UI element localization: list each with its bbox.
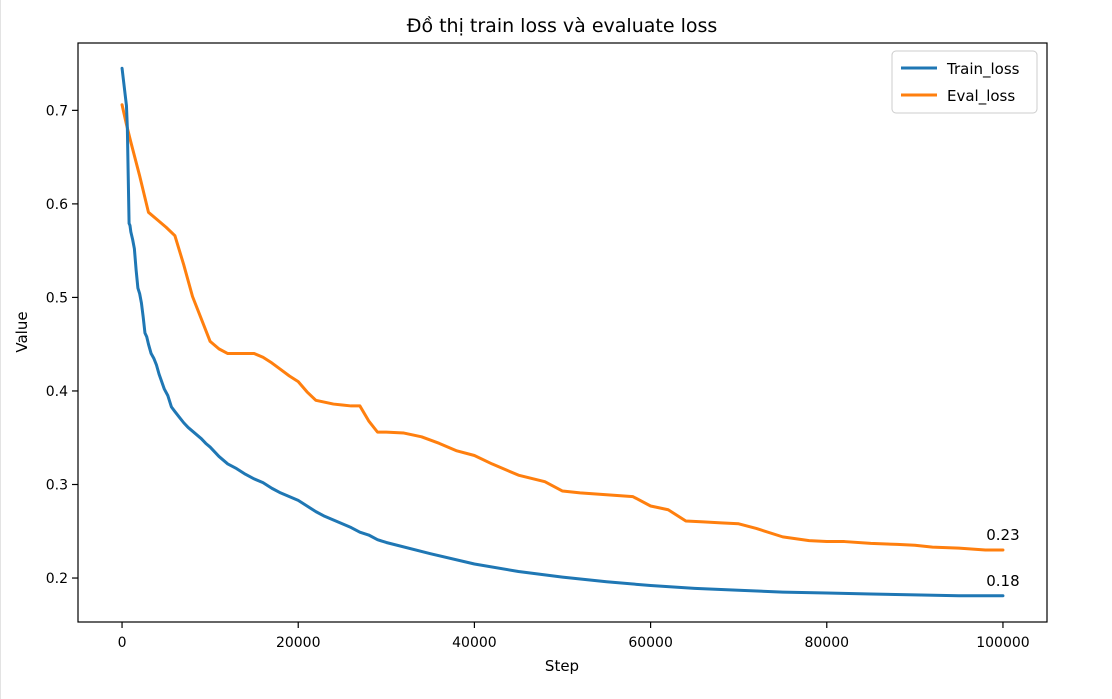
y-tick-label: 0.4	[46, 384, 68, 400]
y-axis-label: Value	[13, 311, 31, 352]
x-axis-label: Step	[545, 657, 579, 675]
y-tick-label: 0.5	[46, 290, 68, 306]
legend-label-eval-loss: Eval_loss	[947, 87, 1015, 106]
series-line-train-loss	[120, 66, 1005, 598]
y-tick-label: 0.2	[46, 571, 68, 587]
series-line-eval-loss	[120, 103, 1005, 552]
x-tick-label: 40000	[452, 635, 497, 651]
x-tick-label: 100000	[976, 635, 1029, 651]
end-value-label: 0.23	[986, 526, 1019, 544]
y-tick-label: 0.7	[46, 103, 68, 119]
x-tick-label: 20000	[276, 635, 321, 651]
chart-title: Đồ thị train loss và evaluate loss	[407, 15, 718, 37]
plot-frame	[77, 42, 1048, 623]
y-axis: 0.2 0.3 0.4 0.5 0.6 0.7	[46, 103, 78, 587]
legend: Train_loss Eval_loss	[891, 50, 1038, 114]
x-axis: 0 20000 40000 60000 80000 100000	[118, 622, 1030, 651]
left-border	[0, 0, 1, 699]
end-value-label: 0.18	[986, 572, 1019, 590]
y-tick-label: 0.3	[46, 477, 68, 493]
y-tick-label: 0.6	[46, 197, 68, 213]
x-tick-label: 80000	[804, 635, 849, 651]
x-tick-label: 60000	[628, 635, 673, 651]
x-tick-label: 0	[118, 635, 127, 651]
series-layer	[120, 66, 1005, 598]
legend-label-train-loss: Train_loss	[946, 60, 1020, 79]
end-labels: 0.23 0.18	[986, 526, 1019, 590]
